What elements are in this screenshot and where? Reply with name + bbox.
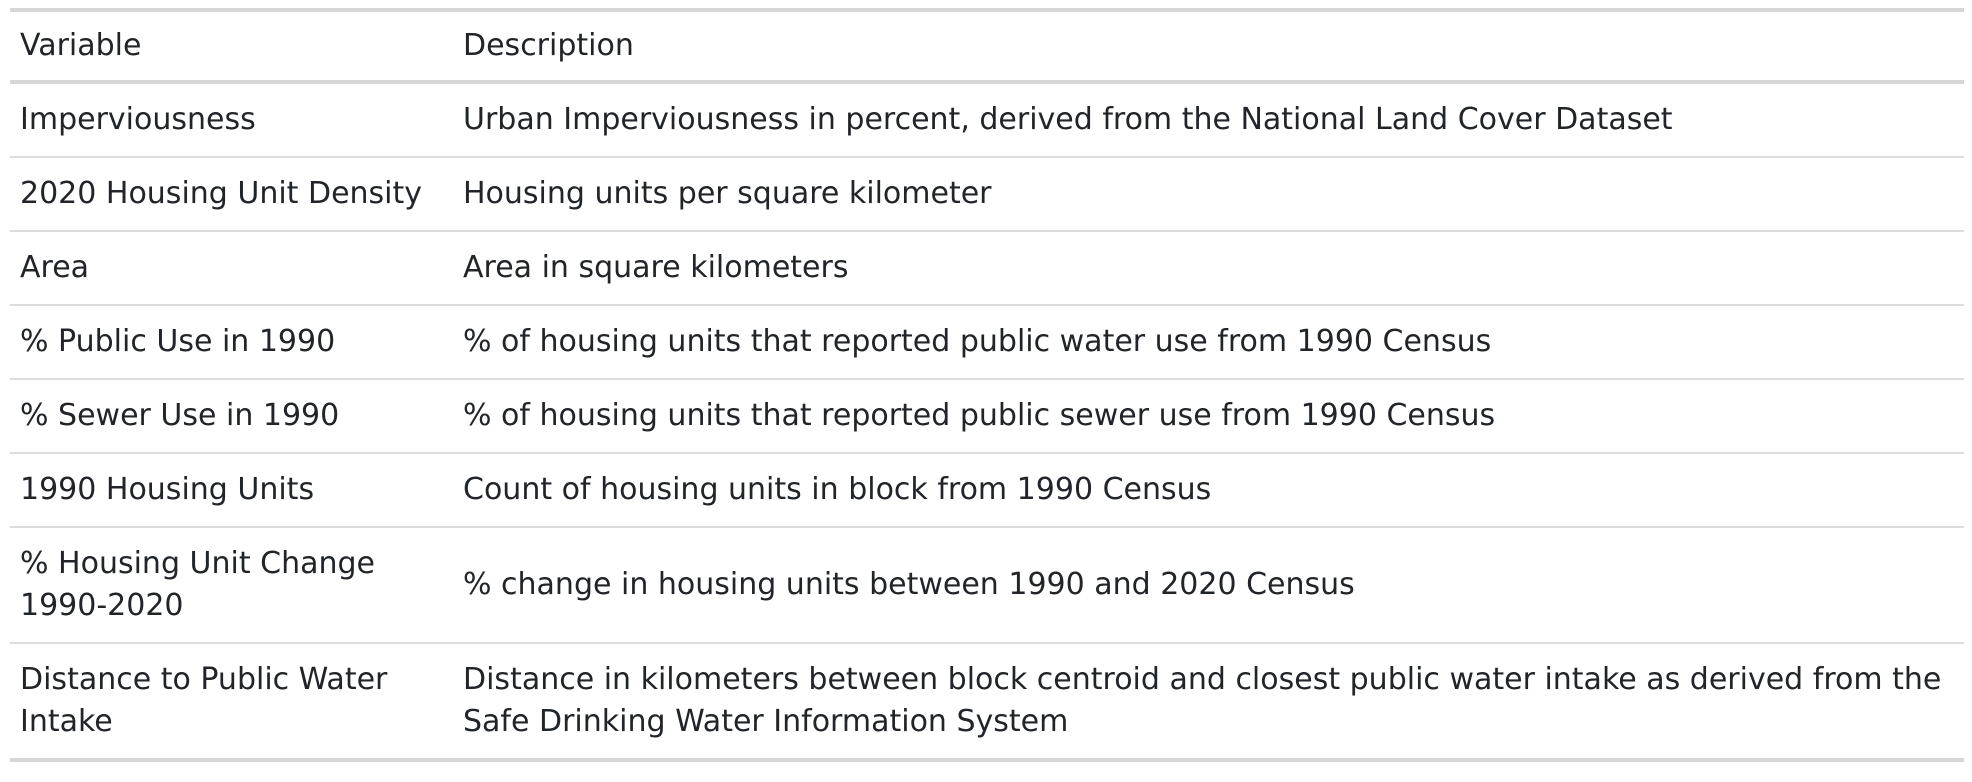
table-row: % Housing Unit Change 1990-2020 % change… [10, 527, 1964, 643]
table-row: 1990 Housing Units Count of housing unit… [10, 453, 1964, 527]
header-variable: Variable [20, 28, 142, 63]
variables-table: Variable Description Imperviousness Urba… [10, 8, 1964, 762]
variable-cell: Distance to Public Water Intake [20, 662, 388, 739]
table-row: Area Area in square kilometers [10, 231, 1964, 305]
variable-cell: % Public Use in 1990 [20, 324, 336, 359]
table-body: Imperviousness Urban Imperviousness in p… [10, 82, 1964, 760]
variable-cell: Area [20, 250, 90, 285]
description-cell: % change in housing units between 1990 a… [463, 567, 1355, 602]
table-row: % Public Use in 1990 % of housing units … [10, 305, 1964, 379]
variable-cell: Imperviousness [20, 102, 256, 137]
description-cell: Count of housing units in block from 199… [463, 472, 1212, 507]
variable-cell: 1990 Housing Units [20, 472, 315, 507]
description-cell: Urban Imperviousness in percent, derived… [463, 102, 1673, 137]
table-row: Imperviousness Urban Imperviousness in p… [10, 82, 1964, 157]
header-row: Variable Description [10, 10, 1964, 82]
description-cell: Area in square kilometers [463, 250, 849, 285]
variable-cell: % Housing Unit Change 1990-2020 [20, 546, 375, 623]
table-row: 2020 Housing Unit Density Housing units … [10, 157, 1964, 231]
variable-cell: 2020 Housing Unit Density [20, 176, 423, 211]
header-description: Description [463, 28, 634, 63]
description-cell: Housing units per square kilometer [463, 176, 992, 211]
description-cell: Distance in kilometers between block cen… [463, 662, 1942, 739]
table-row: % Sewer Use in 1990 % of housing units t… [10, 379, 1964, 453]
description-cell: % of housing units that reported public … [463, 324, 1492, 359]
variables-table-container: Variable Description Imperviousness Urba… [10, 8, 1964, 762]
table-header: Variable Description [10, 10, 1964, 82]
description-cell: % of housing units that reported public … [463, 398, 1496, 433]
table-row: Distance to Public Water Intake Distance… [10, 643, 1964, 760]
variable-cell: % Sewer Use in 1990 [20, 398, 340, 433]
